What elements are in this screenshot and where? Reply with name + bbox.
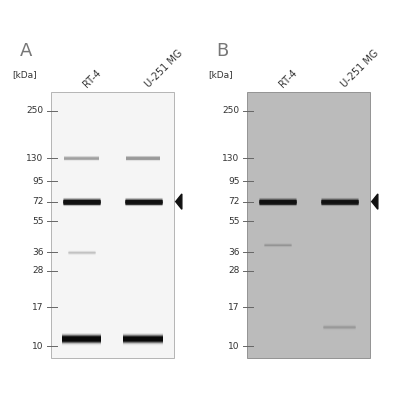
- Text: 36: 36: [32, 248, 44, 257]
- Text: 95: 95: [228, 177, 240, 186]
- Text: RT-4: RT-4: [82, 67, 103, 89]
- Text: 250: 250: [222, 106, 240, 115]
- Text: 28: 28: [32, 266, 44, 275]
- Text: 72: 72: [32, 197, 44, 206]
- Bar: [51, 92, 174, 358]
- Text: RT-4: RT-4: [278, 67, 299, 89]
- Text: 10: 10: [32, 342, 44, 350]
- Text: 10: 10: [228, 342, 240, 350]
- Polygon shape: [176, 194, 182, 209]
- Text: A: A: [20, 42, 32, 60]
- Text: 250: 250: [26, 106, 44, 115]
- Text: 55: 55: [228, 217, 240, 226]
- Text: 130: 130: [26, 154, 44, 163]
- Text: B: B: [216, 42, 228, 60]
- Polygon shape: [372, 194, 378, 209]
- Text: 130: 130: [222, 154, 240, 163]
- Bar: [247, 92, 370, 358]
- Text: 55: 55: [32, 217, 44, 226]
- Text: 36: 36: [228, 248, 240, 257]
- Text: [kDa]: [kDa]: [208, 70, 233, 79]
- Text: 17: 17: [32, 303, 44, 312]
- Text: U-251 MG: U-251 MG: [143, 48, 184, 89]
- Text: 28: 28: [228, 266, 240, 275]
- Text: 95: 95: [32, 177, 44, 186]
- Text: U-251 MG: U-251 MG: [339, 48, 380, 89]
- Text: 72: 72: [228, 197, 240, 206]
- Text: 17: 17: [228, 303, 240, 312]
- Text: [kDa]: [kDa]: [12, 70, 37, 79]
